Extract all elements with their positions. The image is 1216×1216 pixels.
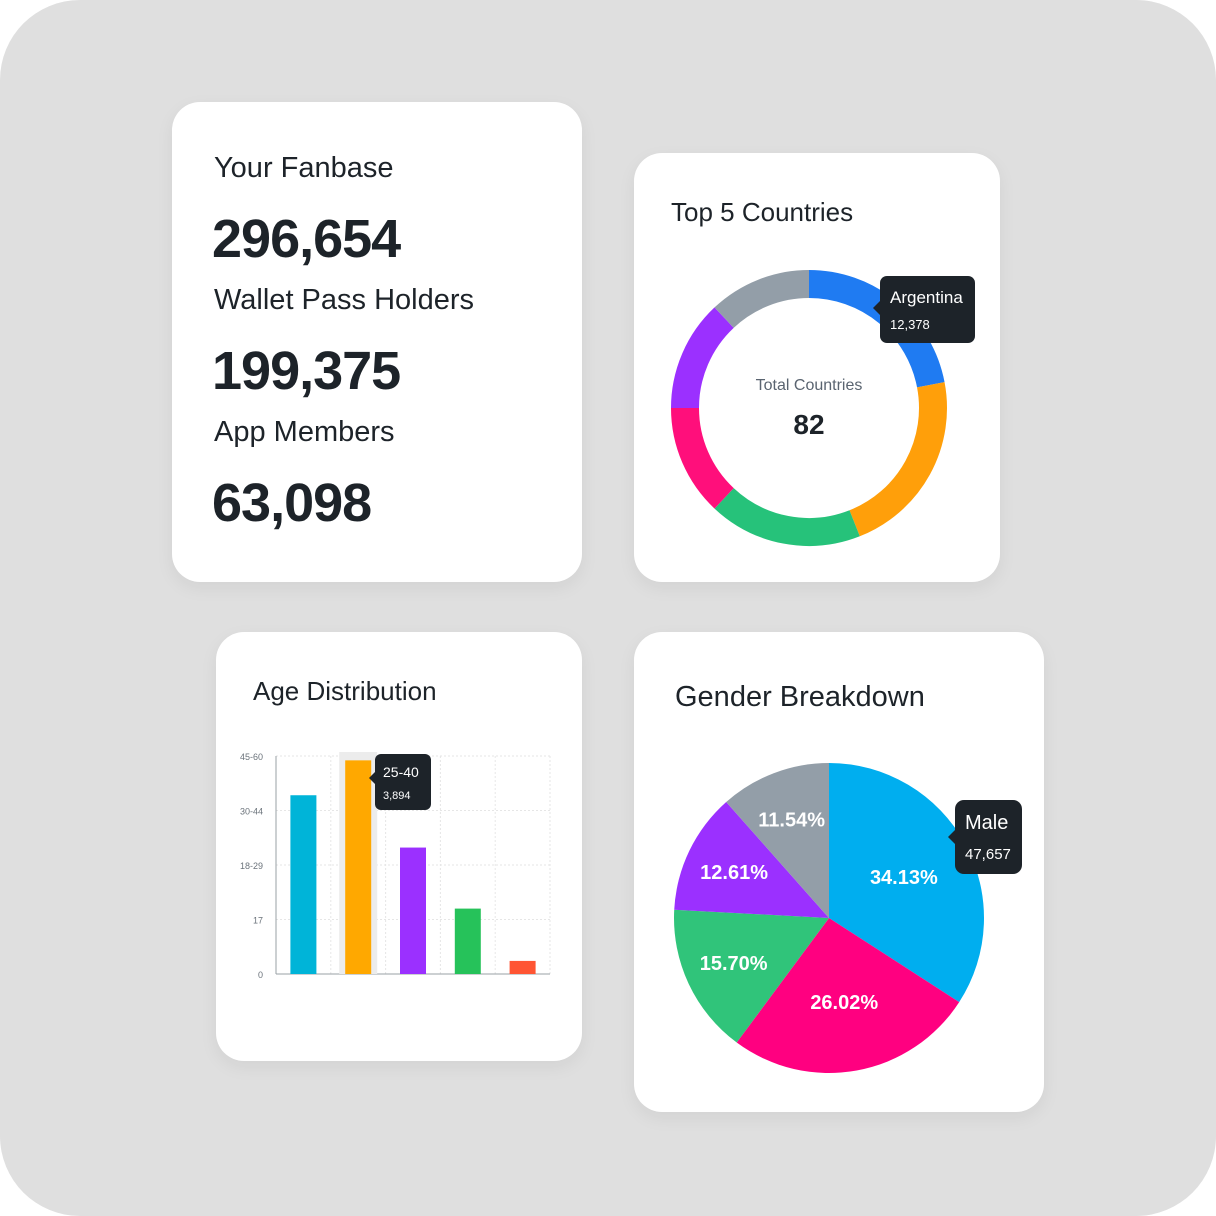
gender-card: Gender Breakdown 34.13% 26.02% 15.70% 12.61… <box>634 632 1044 1112</box>
age-bar-2[interactable] <box>400 847 426 974</box>
gender-slice-0[interactable] <box>829 763 984 1003</box>
donut-center-value: 82 <box>793 409 824 440</box>
donut-tooltip-value: 12,378 <box>890 317 930 332</box>
pie-tooltip-label: Male <box>965 812 1008 834</box>
bar-y-tick-2: 18-29 <box>240 861 263 871</box>
bar-y-tick-0: 0 <box>258 970 263 980</box>
countries-title: Top 5 Countries <box>671 197 854 227</box>
age-bar-3[interactable] <box>454 908 481 974</box>
bar-tooltip-label: 25-40 <box>383 764 419 780</box>
age-bar-0[interactable] <box>290 795 317 974</box>
gender-slice-1[interactable] <box>736 918 960 1073</box>
fanbase-card: Your Fanbase 296,654 Wallet Pass Holders… <box>172 102 582 582</box>
bar-y-tick-1: 17 <box>253 916 263 926</box>
bar-y-tick-4: 45-60 <box>240 752 263 762</box>
gender-slice-4[interactable] <box>726 763 829 918</box>
wallet-pass-value: 199,375 <box>212 341 401 401</box>
app-members-value: 63,098 <box>212 473 372 533</box>
age-bar-4[interactable] <box>509 960 536 974</box>
countries-card: Top 5 Countries Total Countries 82 Argen… <box>634 153 1000 582</box>
gender-slice-3[interactable] <box>674 801 829 918</box>
donut-slice-2[interactable] <box>714 487 860 546</box>
age-title: Age Distribution <box>253 676 437 706</box>
donut-center-label: Total Countries <box>756 377 863 394</box>
gender-slice-label-2: 15.70% <box>700 953 768 975</box>
bar-y-tick-3: 30-44 <box>240 807 263 817</box>
donut-tooltip: Argentina 12,378 <box>873 276 975 343</box>
countries-donut-chart: Total Countries 82 Argentina 12,378 <box>671 270 975 546</box>
gender-slice-label-1: 26.02% <box>810 992 878 1014</box>
app-members-label: App Members <box>214 416 395 448</box>
age-bar-1[interactable] <box>345 760 372 974</box>
donut-slice-3[interactable] <box>671 407 735 509</box>
gender-pie-chart: 34.13% 26.02% 15.70% 12.61% 11.54% Male 47,6… <box>674 763 1022 1073</box>
gender-slice-2[interactable] <box>674 909 829 1043</box>
gender-slice-label-3: 12.61% <box>700 862 768 884</box>
age-card: Age Distribution 0 17 18-29 30-44 45-60 25-4… <box>216 632 582 1061</box>
bar-tooltip: 25-40 3,894 <box>369 754 431 810</box>
bar-tooltip-value: 3,894 <box>383 790 411 802</box>
pie-tooltip: Male 47,657 <box>948 800 1022 874</box>
age-bar-chart: 0 17 18-29 30-44 45-60 25-40 3,894 <box>240 752 551 980</box>
wallet-pass-label: Wallet Pass Holders <box>214 284 475 316</box>
donut-slice-1[interactable] <box>849 382 947 537</box>
gender-slice-label-4: 11.54% <box>758 809 825 831</box>
donut-tooltip-label: Argentina <box>890 288 963 307</box>
donut-slice-4[interactable] <box>671 307 735 409</box>
fanbase-title: Your Fanbase <box>214 152 394 184</box>
gender-title: Gender Breakdown <box>675 681 925 713</box>
fanbase-total-value: 296,654 <box>212 209 401 269</box>
pie-tooltip-value: 47,657 <box>965 846 1011 863</box>
donut-slice-5[interactable] <box>714 270 810 329</box>
gender-slice-label-0: 34.13% <box>870 867 938 889</box>
